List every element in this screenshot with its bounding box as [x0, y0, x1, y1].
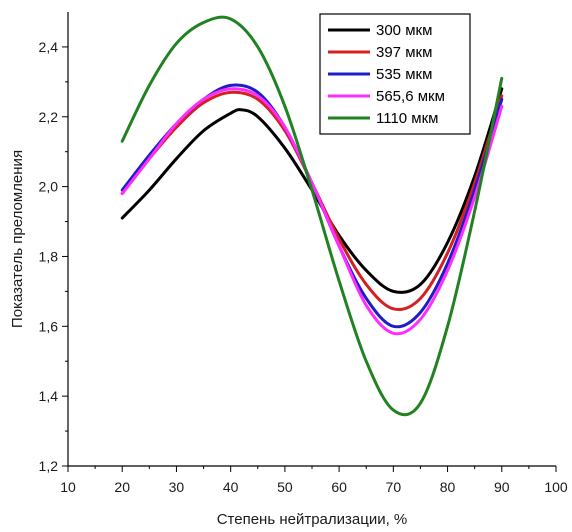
x-tick-label: 60 [331, 479, 347, 495]
y-tick-label: 1,8 [39, 248, 59, 264]
axes [62, 12, 557, 472]
x-tick-label: 10 [60, 479, 76, 495]
x-tick-label: 40 [223, 479, 239, 495]
tick-labels: 10 20 30 40 50 60 70 80 90 100 1,2 1,4 1,6 1,8 2,0 2,2 2… [39, 39, 568, 495]
legend: 300 мкм 397 мкм 535 мкм 565,6 мкм 1110 мкм [319, 13, 471, 135]
x-tick-label: 30 [169, 479, 185, 495]
series-line-5 [120, 15, 504, 417]
y-tick-label: 1,4 [39, 388, 59, 404]
series-lines [120, 15, 504, 417]
series-line-4 [120, 87, 504, 336]
x-tick-label: 80 [440, 479, 456, 495]
legend-label: 565,6 мкм [376, 88, 445, 105]
legend-label: 397 мкм [376, 44, 432, 61]
y-tick-label: 2,2 [39, 109, 59, 125]
x-tick-label: 50 [277, 479, 293, 495]
series-line-1 [120, 87, 504, 294]
x-tick-label: 70 [386, 479, 402, 495]
y-axis-title: Показатель преломления [9, 150, 26, 328]
y-tick-label: 1,6 [39, 318, 59, 334]
x-tick-label: 90 [494, 479, 510, 495]
y-tick-label: 1,2 [39, 458, 59, 474]
x-tick-label: 20 [114, 479, 130, 495]
legend-label: 1110 мкм [376, 110, 439, 127]
x-axis-title: Степень нейтрализации, % [217, 511, 408, 528]
y-tick-label: 2,0 [39, 179, 59, 195]
y-tick-label: 2,4 [39, 39, 59, 55]
legend-label: 300 мкм [376, 22, 432, 39]
x-tick-label: 100 [544, 479, 568, 495]
legend-label: 535 мкм [376, 66, 432, 83]
